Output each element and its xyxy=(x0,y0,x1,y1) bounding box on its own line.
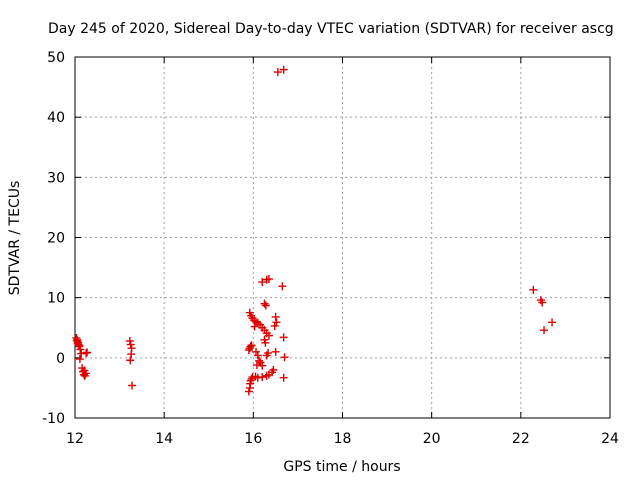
y-tick-label: 10 xyxy=(47,291,65,307)
data-point xyxy=(261,301,270,310)
data-point xyxy=(244,346,253,355)
y-tick-label: -10 xyxy=(42,411,65,427)
data-point xyxy=(246,376,255,385)
data-point xyxy=(247,341,256,350)
x-tick-label: 12 xyxy=(66,431,84,447)
data-point xyxy=(260,299,269,308)
data-point xyxy=(261,338,270,347)
data-point xyxy=(548,318,557,327)
data-point xyxy=(128,381,137,390)
data-point xyxy=(247,374,256,383)
x-axis-label: GPS time / hours xyxy=(283,459,400,475)
data-point xyxy=(264,331,273,340)
data-point xyxy=(279,333,288,342)
axis-ticks xyxy=(74,56,611,419)
x-tick-label: 16 xyxy=(244,431,262,447)
data-point xyxy=(538,298,547,307)
data-point xyxy=(264,275,273,284)
data-point xyxy=(540,326,549,335)
y-tick-label: 20 xyxy=(47,231,65,247)
data-point xyxy=(264,349,273,358)
data-point xyxy=(253,351,262,360)
grid-lines xyxy=(75,57,610,418)
data-point xyxy=(273,68,282,77)
y-tick-label: 50 xyxy=(47,50,65,66)
data-point xyxy=(127,350,136,359)
data-point xyxy=(529,285,538,294)
x-tick-label: 24 xyxy=(601,431,619,447)
data-point xyxy=(258,361,267,370)
data-point xyxy=(75,355,84,364)
data-point xyxy=(83,348,92,357)
data-point xyxy=(269,365,278,374)
y-tick-label: 40 xyxy=(47,110,65,126)
data-point xyxy=(246,342,255,351)
data-point xyxy=(279,65,288,74)
chart-title: Day 245 of 2020, Sidereal Day-to-day VTE… xyxy=(48,21,614,37)
x-tick-label: 20 xyxy=(423,431,441,447)
data-point xyxy=(258,373,267,382)
y-tick-label: 30 xyxy=(47,170,65,186)
data-point xyxy=(252,317,261,326)
x-tick-label: 14 xyxy=(155,431,173,447)
data-point xyxy=(126,340,135,349)
data-point xyxy=(125,336,134,345)
data-points xyxy=(72,65,557,396)
data-point xyxy=(75,341,84,350)
data-point xyxy=(250,322,259,331)
data-point xyxy=(80,366,89,375)
data-point xyxy=(258,278,267,287)
y-tick-labels: -10 0 10 20 30 40 50 xyxy=(42,50,65,427)
x-tick-label: 18 xyxy=(334,431,352,447)
data-point xyxy=(271,312,280,321)
data-point xyxy=(279,373,288,382)
data-point xyxy=(126,356,135,365)
x-tick-label: 22 xyxy=(512,431,530,447)
x-tick-labels: 12 14 16 18 20 22 24 xyxy=(66,431,619,447)
data-point xyxy=(252,347,261,356)
data-point xyxy=(278,282,287,291)
data-point xyxy=(255,356,264,365)
y-axis-label: SDTVAR / TECUs xyxy=(7,181,23,296)
data-point xyxy=(244,387,253,396)
data-point xyxy=(76,345,85,354)
data-point xyxy=(270,321,279,330)
y-tick-label: 0 xyxy=(56,351,65,367)
data-point xyxy=(280,353,289,362)
data-point xyxy=(272,318,281,327)
data-point xyxy=(271,347,280,356)
